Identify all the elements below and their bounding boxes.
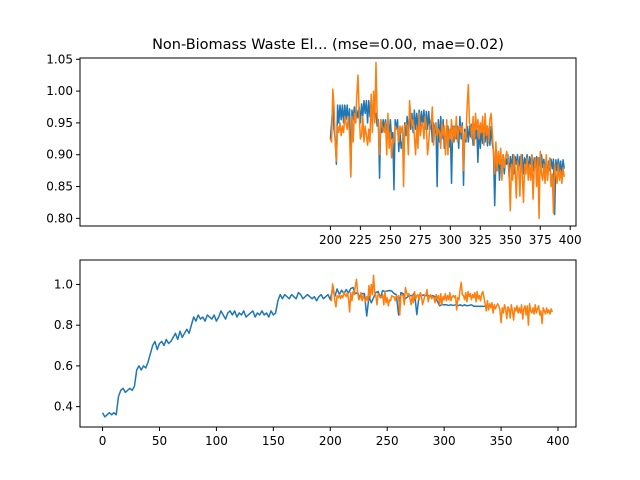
x-tick-label: 300 bbox=[439, 233, 462, 247]
x-tick-label: 225 bbox=[349, 233, 372, 247]
y-tick-label: 1.00 bbox=[46, 84, 73, 98]
y-tick-label: 0.4 bbox=[54, 400, 73, 414]
y-tick-label: 0.80 bbox=[46, 211, 73, 225]
x-tick-label: 100 bbox=[205, 434, 228, 448]
x-tick-label: 0 bbox=[99, 434, 107, 448]
x-tick-label: 300 bbox=[433, 434, 456, 448]
x-tick-label: 250 bbox=[379, 233, 402, 247]
x-tick-label: 150 bbox=[262, 434, 285, 448]
y-tick-label: 1.0 bbox=[54, 277, 73, 291]
series-group bbox=[329, 61, 565, 220]
x-tick-label: 275 bbox=[409, 233, 432, 247]
x-tick-label: 350 bbox=[490, 434, 513, 448]
chart-title: Non-Biomass Waste El... (mse=0.00, mae=0… bbox=[152, 37, 504, 53]
series-group bbox=[101, 274, 554, 418]
x-tick-label: 400 bbox=[559, 233, 582, 247]
axes-frame bbox=[79, 57, 577, 227]
series-line-orange bbox=[329, 61, 565, 220]
y-tick-label: 0.85 bbox=[46, 180, 73, 194]
top-plot: 200 225 250 275 300 325 350 375 400 0.80 0.85 0.90 0… bbox=[46, 52, 581, 247]
y-tick-label: 1.05 bbox=[46, 52, 73, 66]
x-tick-label: 325 bbox=[469, 233, 492, 247]
y-tick-label: 0.6 bbox=[54, 359, 73, 373]
x-tick-label: 200 bbox=[319, 233, 342, 247]
x-tick-label: 50 bbox=[152, 434, 167, 448]
axes-frame bbox=[79, 259, 577, 428]
x-tick-label: 375 bbox=[529, 233, 552, 247]
x-tick-label: 400 bbox=[547, 434, 570, 448]
y-tick-label: 0.95 bbox=[46, 116, 73, 130]
series-line-orange bbox=[329, 274, 554, 326]
y-tick-label: 0.8 bbox=[54, 318, 73, 332]
x-tick-label: 350 bbox=[499, 233, 522, 247]
x-tick-label: 250 bbox=[376, 434, 399, 448]
x-tick-label: 200 bbox=[319, 434, 342, 448]
bottom-plot: 0 50 100 150 200 250 300 350 400 0.4 0.6 0.8 1.0 bbox=[54, 259, 577, 448]
y-tick-label: 0.90 bbox=[46, 148, 73, 162]
